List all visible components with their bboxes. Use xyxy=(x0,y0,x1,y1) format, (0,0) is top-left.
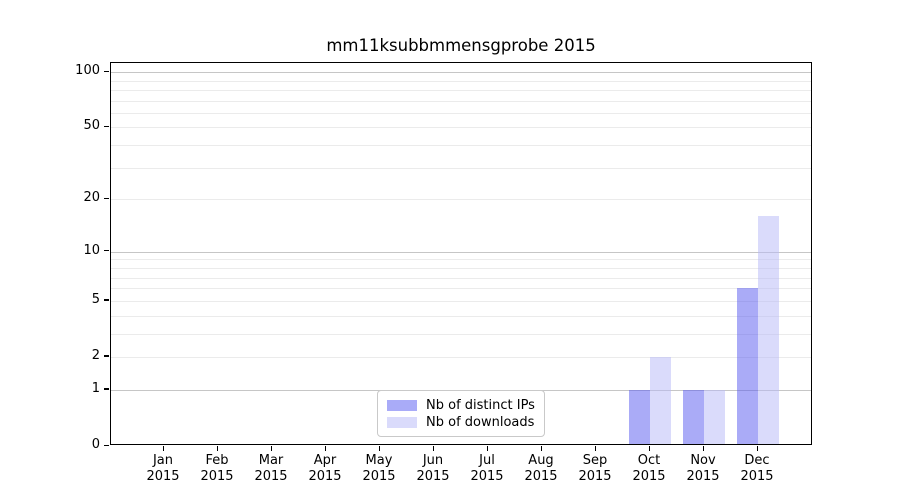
x-tick-label: Jun 2015 xyxy=(416,453,450,484)
minor-gridline xyxy=(111,89,811,91)
legend-label: Nb of downloads xyxy=(426,414,535,430)
y-tick xyxy=(104,355,109,357)
bar-nb-of-downloads-oct xyxy=(650,356,671,444)
y-tick-label: 5 xyxy=(91,291,100,307)
x-tick xyxy=(378,446,380,451)
bar-nb-of-downloads-dec xyxy=(758,216,779,444)
x-tick xyxy=(486,446,488,451)
y-tick-label: 50 xyxy=(83,118,100,134)
minor-gridline xyxy=(111,145,811,147)
major-gridline xyxy=(111,251,811,253)
x-tick-label: Feb 2015 xyxy=(200,453,234,484)
y-tick-label: 0 xyxy=(91,437,100,452)
y-tick-label: 1 xyxy=(91,380,100,396)
y-tick xyxy=(104,250,109,252)
minor-gridline xyxy=(111,259,811,261)
legend-item-distinct-ips: Nb of distinct IPs xyxy=(387,397,535,413)
minor-gridline xyxy=(111,100,811,102)
legend: Nb of distinct IPs Nb of downloads xyxy=(377,390,545,437)
x-tick-label: Dec 2015 xyxy=(740,453,774,484)
y-tick xyxy=(104,125,109,128)
minor-gridline xyxy=(111,80,811,82)
minor-gridline xyxy=(111,199,811,201)
x-tick xyxy=(270,446,272,451)
minor-gridline xyxy=(111,315,811,317)
y-tick-label: 20 xyxy=(83,190,100,206)
y-tick-label: 100 xyxy=(75,63,100,79)
x-tick-label: Nov 2015 xyxy=(686,453,720,484)
x-tick-label: Jan 2015 xyxy=(146,453,180,484)
legend-label: Nb of distinct IPs xyxy=(426,397,535,413)
x-tick-label: Mar 2015 xyxy=(254,453,288,484)
x-tick xyxy=(162,446,164,451)
x-tick-label: Jul 2015 xyxy=(470,453,504,484)
x-tick-label: Sep 2015 xyxy=(578,453,612,484)
minor-gridline xyxy=(111,267,811,269)
bar-nb-of-downloads-nov xyxy=(704,389,725,444)
x-tick xyxy=(756,446,758,451)
bar-nb-of-distinct-ips-oct xyxy=(629,389,650,444)
chart-title: mm11ksubbmmensgprobe 2015 xyxy=(326,36,596,55)
x-tick-label: Oct 2015 xyxy=(632,453,666,484)
minor-gridline xyxy=(111,277,811,279)
x-tick xyxy=(594,446,596,451)
y-tick-label: 2 xyxy=(91,347,100,363)
x-tick-label: Aug 2015 xyxy=(524,453,558,484)
minor-gridline xyxy=(111,112,811,114)
bar-nb-of-distinct-ips-dec xyxy=(737,288,758,444)
y-tick-label: 10 xyxy=(83,242,100,258)
y-tick xyxy=(104,388,109,390)
y-tick xyxy=(104,444,109,446)
minor-gridline xyxy=(111,356,811,358)
bar-nb-of-distinct-ips-nov xyxy=(683,389,704,444)
legend-item-downloads: Nb of downloads xyxy=(387,414,535,430)
x-tick xyxy=(324,446,326,451)
plot-area xyxy=(110,62,812,445)
x-tick xyxy=(702,446,704,451)
major-gridline xyxy=(111,72,811,74)
y-tick xyxy=(104,299,109,301)
legend-swatch-downloads xyxy=(387,416,417,428)
y-tick xyxy=(104,70,109,72)
minor-gridline xyxy=(111,333,811,335)
x-tick xyxy=(432,446,434,451)
minor-gridline xyxy=(111,127,811,129)
legend-swatch-distinct-ips xyxy=(387,399,417,411)
x-tick-label: May 2015 xyxy=(362,453,396,484)
x-tick-label: Apr 2015 xyxy=(308,453,342,484)
minor-gridline xyxy=(111,300,811,302)
x-tick xyxy=(216,446,218,451)
x-tick xyxy=(648,446,650,451)
x-tick xyxy=(540,446,542,451)
y-tick xyxy=(104,197,109,200)
minor-gridline xyxy=(111,288,811,290)
minor-gridline xyxy=(111,167,811,169)
